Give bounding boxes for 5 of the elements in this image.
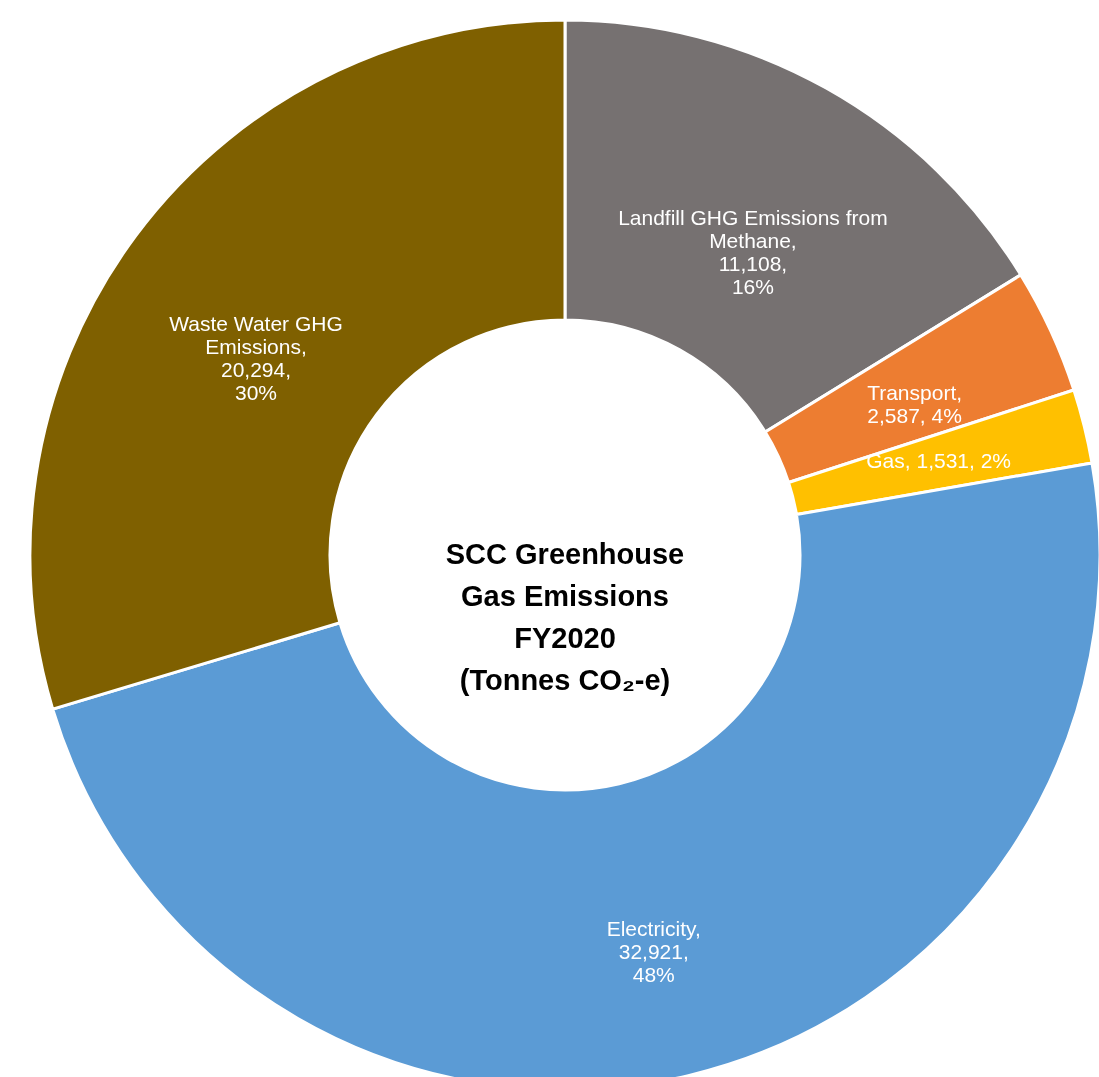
text: SCC Greenhouse Gas Emissions FY2020 (Tonnes CO₂-e) [445, 538, 685, 696]
slice-label: Waste Water GHG Emissions, 20,294, 30% [169, 312, 343, 405]
slice-label: Landfill GHG Emissions from Methane, 11,108, 16% [618, 205, 888, 298]
slice-label: Transport, 2,587, 4% [867, 380, 963, 427]
slice-label: Electricity, 32,921, 48% [606, 916, 701, 986]
